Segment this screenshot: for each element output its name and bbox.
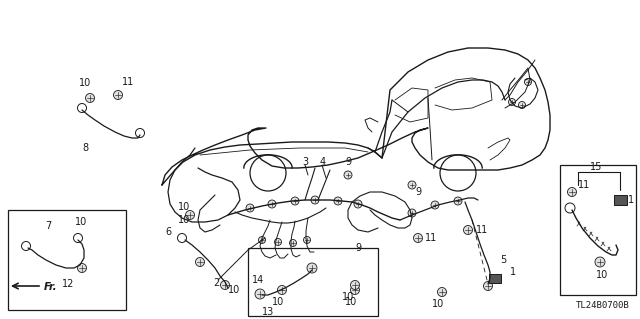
Text: 10: 10 xyxy=(596,270,608,280)
Text: 10: 10 xyxy=(342,292,354,302)
Circle shape xyxy=(186,211,195,219)
Text: 10: 10 xyxy=(345,297,357,307)
Text: 5: 5 xyxy=(500,255,506,265)
Text: 8: 8 xyxy=(82,143,88,153)
Circle shape xyxy=(195,257,205,266)
Circle shape xyxy=(307,263,317,273)
Text: 11: 11 xyxy=(425,233,437,243)
Circle shape xyxy=(255,289,265,299)
Text: 11: 11 xyxy=(578,180,590,190)
Circle shape xyxy=(413,234,422,242)
Text: Fr.: Fr. xyxy=(44,282,58,292)
Circle shape xyxy=(334,197,342,205)
Circle shape xyxy=(595,257,605,267)
Circle shape xyxy=(113,91,122,100)
Text: 11: 11 xyxy=(122,77,134,87)
Circle shape xyxy=(275,239,282,246)
Bar xyxy=(8,210,126,310)
Circle shape xyxy=(278,286,287,294)
Circle shape xyxy=(351,280,360,290)
Circle shape xyxy=(268,200,276,208)
Circle shape xyxy=(431,201,439,209)
Circle shape xyxy=(568,188,577,197)
Text: 12: 12 xyxy=(62,279,74,289)
Circle shape xyxy=(438,287,447,296)
Circle shape xyxy=(246,204,254,212)
Text: 10: 10 xyxy=(75,217,87,227)
Circle shape xyxy=(525,78,531,85)
Text: TL24B0700B: TL24B0700B xyxy=(576,301,630,310)
Circle shape xyxy=(86,93,95,102)
Text: 10: 10 xyxy=(178,202,190,212)
Circle shape xyxy=(454,197,462,205)
Circle shape xyxy=(77,263,86,272)
Bar xyxy=(614,195,627,205)
Text: 9: 9 xyxy=(355,243,361,253)
Circle shape xyxy=(344,171,352,179)
Text: 10: 10 xyxy=(79,78,91,88)
Text: 10: 10 xyxy=(178,215,190,225)
Text: 9: 9 xyxy=(415,187,421,197)
Text: 13: 13 xyxy=(262,307,274,317)
Text: 6: 6 xyxy=(165,227,171,237)
Circle shape xyxy=(463,226,472,234)
Bar xyxy=(248,248,378,316)
Circle shape xyxy=(509,99,515,106)
Circle shape xyxy=(483,281,493,291)
Text: 15: 15 xyxy=(590,162,602,172)
Circle shape xyxy=(518,101,525,108)
Circle shape xyxy=(351,286,360,294)
Circle shape xyxy=(303,236,310,243)
Text: 3: 3 xyxy=(302,157,308,167)
Circle shape xyxy=(408,209,416,217)
Circle shape xyxy=(221,280,230,290)
Text: 4: 4 xyxy=(320,157,326,167)
Text: 2: 2 xyxy=(213,278,220,288)
Text: 7: 7 xyxy=(45,221,51,231)
Circle shape xyxy=(259,236,266,243)
Bar xyxy=(560,165,636,295)
Circle shape xyxy=(311,196,319,204)
Text: 10: 10 xyxy=(432,299,444,309)
Text: 10: 10 xyxy=(272,297,284,307)
Circle shape xyxy=(354,200,362,208)
Circle shape xyxy=(291,197,299,205)
Circle shape xyxy=(408,181,416,189)
Circle shape xyxy=(289,240,296,247)
Text: 1: 1 xyxy=(628,195,634,205)
Text: 11: 11 xyxy=(476,225,488,235)
Bar xyxy=(489,273,501,283)
Text: 14: 14 xyxy=(252,275,264,285)
Text: 10: 10 xyxy=(228,285,240,295)
Text: 9: 9 xyxy=(345,157,351,167)
Text: 1: 1 xyxy=(510,267,516,277)
